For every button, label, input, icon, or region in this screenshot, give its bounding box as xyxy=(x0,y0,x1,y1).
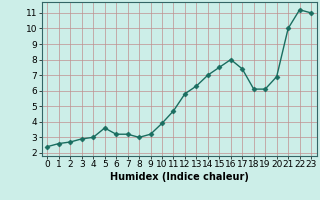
X-axis label: Humidex (Indice chaleur): Humidex (Indice chaleur) xyxy=(110,172,249,182)
